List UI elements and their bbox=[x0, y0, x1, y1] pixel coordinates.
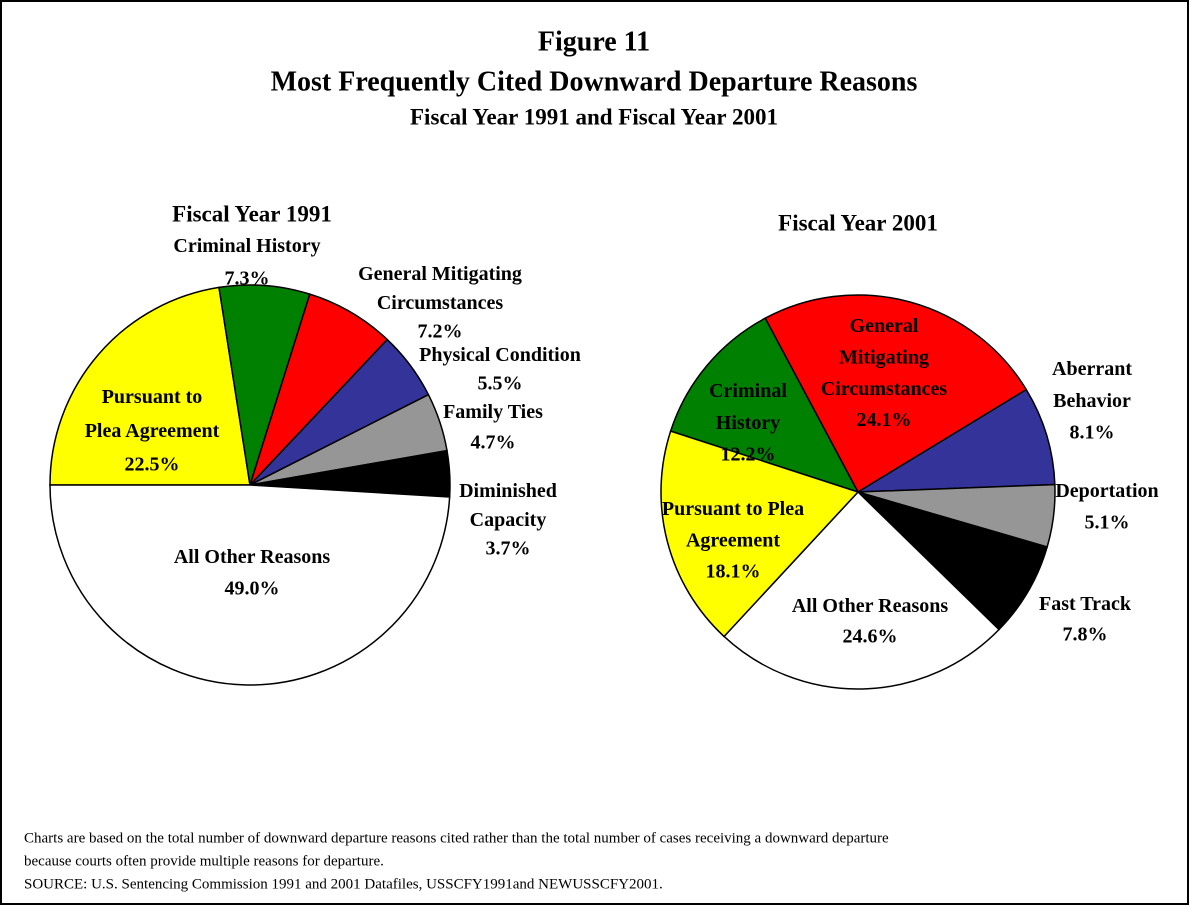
slice-label: General Mitigating Circumstances bbox=[821, 315, 947, 400]
value-label: 7.8% bbox=[1063, 624, 1108, 646]
value-label: 24.6% bbox=[843, 626, 898, 648]
note: SOURCE: U.S. Sentencing Commission 1991 … bbox=[24, 876, 663, 892]
figure-subtitle: Fiscal Year 1991 and Fiscal Year 2001 bbox=[410, 104, 778, 129]
pie-slice bbox=[669, 317, 860, 494]
pie-slice bbox=[49, 286, 251, 486]
slice-label: Pursuant to Plea Agreement bbox=[85, 386, 220, 442]
pie-slice bbox=[855, 388, 1056, 493]
note: because courts often provide multiple re… bbox=[24, 853, 384, 869]
slice-label: Criminal History bbox=[173, 235, 320, 257]
value-label: 5.5% bbox=[478, 373, 523, 395]
slice-label: General Mitigating Circumstances bbox=[358, 263, 522, 314]
value-label: 7.2% bbox=[418, 321, 463, 343]
value-label: 8.1% bbox=[1070, 422, 1115, 444]
figure-title: Most Frequently Cited Downward Departure… bbox=[271, 66, 918, 97]
slice-label: Diminished Capacity bbox=[459, 480, 557, 531]
pie-slice bbox=[857, 491, 1049, 631]
slice-label: Family Ties bbox=[443, 401, 543, 423]
slice-label: All Other Reasons bbox=[792, 595, 949, 617]
pie-slice bbox=[660, 430, 860, 638]
value-label: 5.1% bbox=[1085, 512, 1130, 534]
slice-label: Physical Condition bbox=[419, 344, 581, 366]
value-label: 22.5% bbox=[125, 454, 180, 476]
value-label: 4.7% bbox=[471, 432, 516, 454]
pie-slice bbox=[49, 484, 451, 686]
slice-label: Pursuant to Plea Agreement bbox=[662, 498, 804, 552]
figure-label: Figure 11 bbox=[538, 26, 650, 57]
value-label: 7.3% bbox=[225, 268, 270, 290]
value-label: 49.0% bbox=[225, 578, 280, 600]
pie-slice bbox=[722, 490, 1001, 690]
pie-title: Fiscal Year 1991 bbox=[172, 201, 332, 226]
slice-label: Criminal History bbox=[709, 380, 787, 434]
slice-label: Deportation bbox=[1055, 480, 1158, 502]
slice-label: Fast Track bbox=[1039, 593, 1132, 615]
value-label: 12.2% bbox=[721, 444, 776, 466]
note: Charts are based on the total number of … bbox=[24, 830, 889, 846]
value-label: 18.1% bbox=[706, 561, 761, 583]
value-label: 24.1% bbox=[857, 409, 912, 431]
slice-label: Aberrant Behavior bbox=[1052, 358, 1132, 412]
pie-slice bbox=[764, 294, 1028, 494]
value-label: 3.7% bbox=[486, 538, 531, 560]
slice-label: All Other Reasons bbox=[174, 546, 331, 568]
pie-title: Fiscal Year 2001 bbox=[778, 210, 938, 235]
